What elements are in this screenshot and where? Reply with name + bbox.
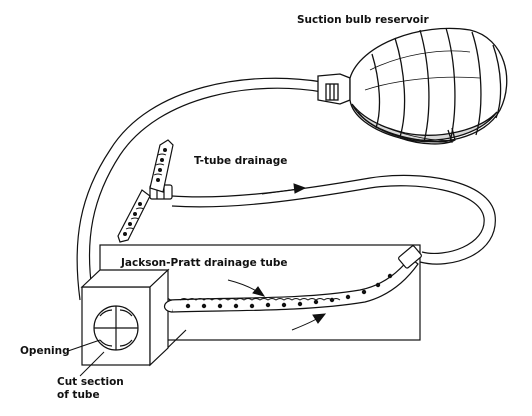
upper-tube bbox=[76, 77, 323, 301]
suction-bulb bbox=[317, 27, 508, 145]
cut-section bbox=[80, 268, 170, 367]
jackson-pratt-label: Jackson-Pratt drainage tube bbox=[121, 257, 288, 269]
cut-section-label-line1: Cut section bbox=[57, 376, 124, 388]
t-tube-label: T-tube drainage bbox=[194, 155, 288, 167]
opening-label: Opening bbox=[20, 345, 70, 357]
flow-arrow-jp-lower bbox=[291, 313, 327, 331]
flow-arrow-ttube bbox=[261, 183, 307, 195]
leader-lines bbox=[67, 339, 105, 377]
cut-section-label-line2: of tube bbox=[57, 389, 100, 401]
flow-arrow-jp-upper bbox=[227, 279, 266, 297]
lower-tube bbox=[171, 174, 496, 265]
jp-tube bbox=[163, 245, 422, 313]
suction-bulb-label: Suction bulb reservoir bbox=[297, 14, 429, 26]
cut-section-label: Cut section of tube bbox=[57, 376, 124, 402]
t-tube bbox=[117, 139, 174, 243]
